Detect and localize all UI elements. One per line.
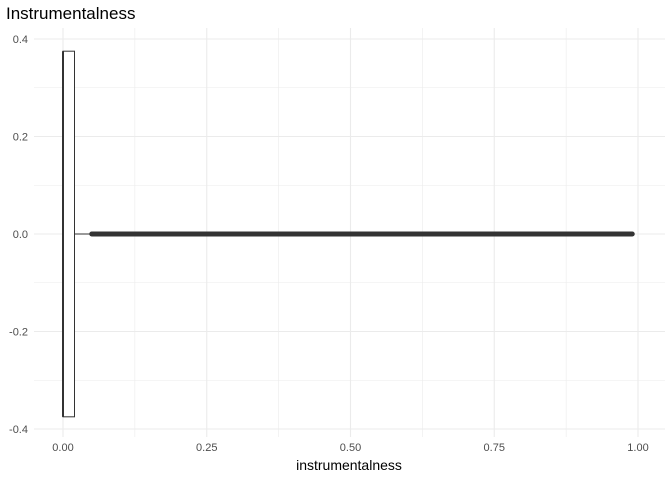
y-tick-label: 0.4 — [13, 34, 28, 46]
box-rect — [62, 50, 75, 418]
y-tick-label: -0.4 — [9, 424, 28, 436]
box-layer — [62, 50, 92, 418]
x-tick-labels: 0.00 0.25 0.50 0.75 1.00 — [52, 442, 648, 454]
y-tick-label: 0.0 — [13, 229, 28, 241]
y-tick-label: -0.2 — [9, 327, 28, 339]
chart-title: Instrumentalness — [6, 4, 136, 23]
y-tick-labels: 0.4 0.2 0.0 -0.2 -0.4 — [9, 34, 28, 436]
x-axis-title: instrumentalness — [296, 457, 402, 473]
x-tick-label: 0.00 — [52, 442, 73, 454]
x-tick-label: 0.25 — [196, 442, 217, 454]
x-tick-label: 0.50 — [340, 442, 361, 454]
x-tick-label: 1.00 — [627, 442, 648, 454]
y-tick-label: 0.2 — [13, 132, 28, 144]
x-tick-label: 0.75 — [484, 442, 505, 454]
